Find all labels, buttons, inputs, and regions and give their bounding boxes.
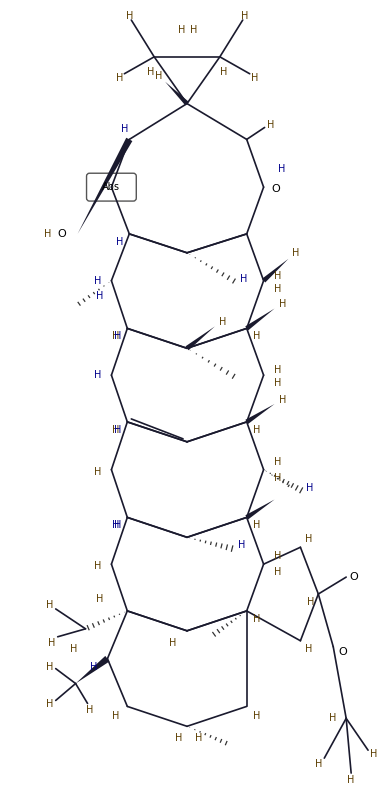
Text: H: H <box>96 594 103 604</box>
Text: H: H <box>305 534 312 544</box>
Polygon shape <box>245 308 274 330</box>
Text: H: H <box>195 733 203 743</box>
Text: H: H <box>306 483 313 492</box>
Text: H: H <box>70 644 77 654</box>
Text: H: H <box>315 759 322 769</box>
Text: H: H <box>220 67 227 77</box>
Text: H: H <box>274 567 281 577</box>
Text: H: H <box>155 71 163 81</box>
Text: H: H <box>114 332 121 341</box>
Text: H: H <box>90 662 97 672</box>
Text: H: H <box>114 521 121 530</box>
Text: H: H <box>279 298 286 308</box>
Text: H: H <box>112 332 119 341</box>
Text: H: H <box>112 425 119 435</box>
Text: H: H <box>274 551 281 561</box>
Text: H: H <box>274 365 281 375</box>
Text: H: H <box>274 284 281 294</box>
Text: H: H <box>253 521 261 530</box>
Text: H: H <box>190 25 198 35</box>
Text: H: H <box>178 25 186 35</box>
Text: H: H <box>348 775 355 785</box>
Text: H: H <box>48 637 55 648</box>
Polygon shape <box>262 259 288 282</box>
Text: O: O <box>350 572 359 582</box>
Polygon shape <box>78 138 132 234</box>
Text: H: H <box>278 165 285 174</box>
Text: H: H <box>253 332 261 341</box>
Polygon shape <box>165 82 189 105</box>
Text: H: H <box>279 395 286 405</box>
Text: H: H <box>274 473 281 483</box>
Text: H: H <box>267 121 274 131</box>
Text: H: H <box>253 425 261 435</box>
Text: H: H <box>238 540 245 551</box>
Text: O: O <box>271 184 280 194</box>
Text: H: H <box>116 237 123 247</box>
Text: H: H <box>114 425 121 435</box>
Text: H: H <box>274 378 281 388</box>
Text: H: H <box>94 276 101 285</box>
Text: H: H <box>44 229 51 239</box>
FancyBboxPatch shape <box>87 174 136 201</box>
Text: H: H <box>305 644 312 654</box>
Text: H: H <box>94 466 101 477</box>
Text: H: H <box>147 67 154 77</box>
Text: H: H <box>241 11 248 21</box>
Polygon shape <box>245 500 274 520</box>
Text: H: H <box>112 521 119 530</box>
Text: H: H <box>307 597 314 607</box>
Text: H: H <box>175 733 183 743</box>
Text: O: O <box>339 646 348 657</box>
Text: H: H <box>46 699 54 710</box>
Text: H: H <box>126 11 133 21</box>
Text: H: H <box>251 73 258 83</box>
Text: Abs: Abs <box>103 182 120 192</box>
Text: H: H <box>219 317 227 328</box>
Text: H: H <box>121 124 128 135</box>
Text: H: H <box>253 614 261 624</box>
Text: H: H <box>94 561 101 571</box>
Text: H: H <box>274 457 281 466</box>
Text: H: H <box>46 600 54 610</box>
Text: H: H <box>94 370 101 380</box>
Text: H: H <box>116 73 123 83</box>
Text: H: H <box>112 711 119 721</box>
Polygon shape <box>185 326 215 350</box>
Text: H: H <box>86 706 93 715</box>
Text: H: H <box>46 662 54 672</box>
Text: H: H <box>370 749 377 759</box>
Polygon shape <box>76 656 110 684</box>
Text: H: H <box>274 271 281 281</box>
Polygon shape <box>245 404 274 424</box>
Text: H: H <box>329 714 336 723</box>
Text: H: H <box>253 711 261 721</box>
Text: O: O <box>57 229 66 239</box>
Text: H: H <box>292 248 299 258</box>
Text: H: H <box>96 290 103 301</box>
Text: H: H <box>240 273 247 284</box>
Text: H: H <box>169 637 177 648</box>
